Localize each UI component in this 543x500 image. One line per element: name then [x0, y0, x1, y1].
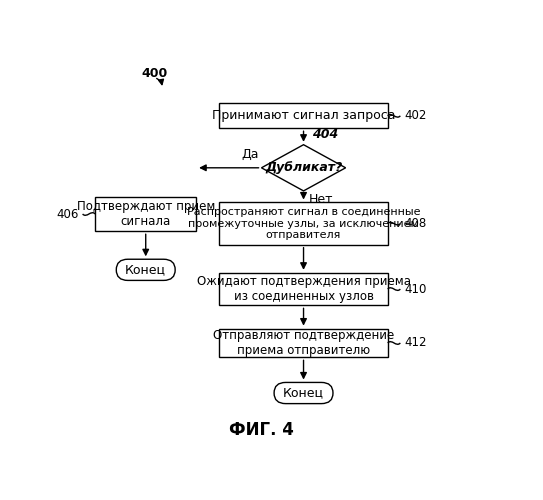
Text: ФИГ. 4: ФИГ. 4: [229, 420, 294, 438]
FancyBboxPatch shape: [274, 382, 333, 404]
Text: Принимают сигнал запроса: Принимают сигнал запроса: [212, 110, 395, 122]
FancyBboxPatch shape: [116, 259, 175, 280]
Text: 408: 408: [405, 217, 427, 230]
FancyBboxPatch shape: [219, 104, 388, 128]
FancyBboxPatch shape: [219, 202, 388, 245]
Text: Подтверждают прием
сигнала: Подтверждают прием сигнала: [77, 200, 215, 228]
Text: 402: 402: [405, 110, 427, 122]
FancyBboxPatch shape: [219, 272, 388, 306]
Text: Нет: Нет: [308, 193, 333, 206]
Text: Дубликат?: Дубликат?: [265, 162, 342, 174]
Text: 406: 406: [56, 208, 78, 220]
Polygon shape: [262, 144, 346, 191]
Text: 410: 410: [405, 282, 427, 296]
Text: 400: 400: [142, 67, 168, 80]
FancyBboxPatch shape: [95, 196, 196, 232]
Text: Конец: Конец: [125, 264, 166, 276]
Text: Отправляют подтверждение
приема отправителю: Отправляют подтверждение приема отправит…: [213, 329, 394, 357]
FancyBboxPatch shape: [219, 328, 388, 358]
Text: Ожидают подтверждения приема
из соединенных узлов: Ожидают подтверждения приема из соединен…: [197, 275, 411, 303]
Text: Распространяют сигнал в соединенные
промежуточные узлы, за исключением
отправите: Распространяют сигнал в соединенные пром…: [187, 207, 420, 240]
Text: Конец: Конец: [283, 386, 324, 400]
Text: 412: 412: [405, 336, 427, 349]
Text: Да: Да: [242, 148, 260, 161]
Text: 404: 404: [312, 128, 338, 141]
